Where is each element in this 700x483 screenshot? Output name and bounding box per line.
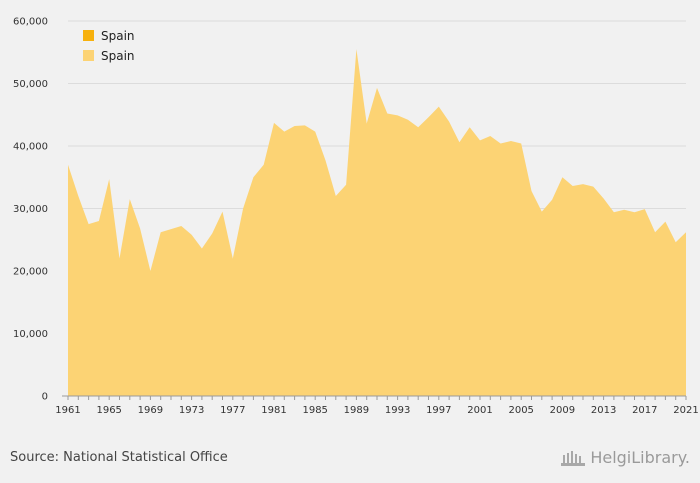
- x-tick-label: 2009: [550, 405, 575, 416]
- x-tick-label: 2005: [508, 405, 533, 416]
- x-tick-label: 1989: [344, 405, 369, 416]
- y-axis: 0 10,000 20,000 30,000 40,000 50,000 60,000: [13, 17, 48, 403]
- y-tick-label: 30,000: [13, 204, 48, 215]
- legend: Spain Spain: [83, 29, 135, 63]
- x-tick-label: 1985: [302, 405, 327, 416]
- x-tick-label: 1965: [96, 405, 121, 416]
- x-tick-label: 2021: [673, 405, 698, 416]
- y-tick-label: 20,000: [13, 267, 48, 278]
- x-tick-label: 1973: [179, 405, 204, 416]
- y-tick-label: 10,000: [13, 329, 48, 340]
- x-axis: 1961 1965 1969 1973 1977 1981 1985 1989 1993 1997…: [55, 395, 699, 416]
- x-tick-label: 1981: [261, 405, 286, 416]
- source-note: Source: National Statistical Office: [10, 450, 228, 465]
- y-tick-label: 0: [42, 392, 48, 403]
- x-tick-label: 1969: [138, 405, 163, 416]
- helgi-library-logo: HelgiLibrary.: [560, 448, 690, 467]
- y-tick-label: 60,000: [13, 17, 48, 28]
- x-tick-label: 1997: [426, 405, 451, 416]
- x-tick-label: 2017: [632, 405, 657, 416]
- legend-swatch: [83, 30, 94, 41]
- area-series-1: [68, 49, 686, 396]
- library-icon: [561, 450, 586, 466]
- x-tick-label: 1961: [55, 405, 80, 416]
- legend-swatch: [83, 50, 94, 61]
- x-tick-label: 1977: [220, 405, 245, 416]
- area-chart: 1961 1965 1969 1973 1977 1981 1985 1989 1993 1997…: [13, 17, 699, 417]
- legend-label: Spain: [101, 49, 135, 63]
- logo-text: HelgiLibrary.: [590, 448, 690, 467]
- legend-label: Spain: [101, 29, 135, 43]
- x-tick-label: 2013: [591, 405, 616, 416]
- x-tick-label: 2001: [467, 405, 492, 416]
- y-tick-label: 50,000: [13, 79, 48, 90]
- area-series: [68, 49, 686, 396]
- x-tick-label: 1993: [385, 405, 410, 416]
- y-tick-label: 40,000: [13, 142, 48, 153]
